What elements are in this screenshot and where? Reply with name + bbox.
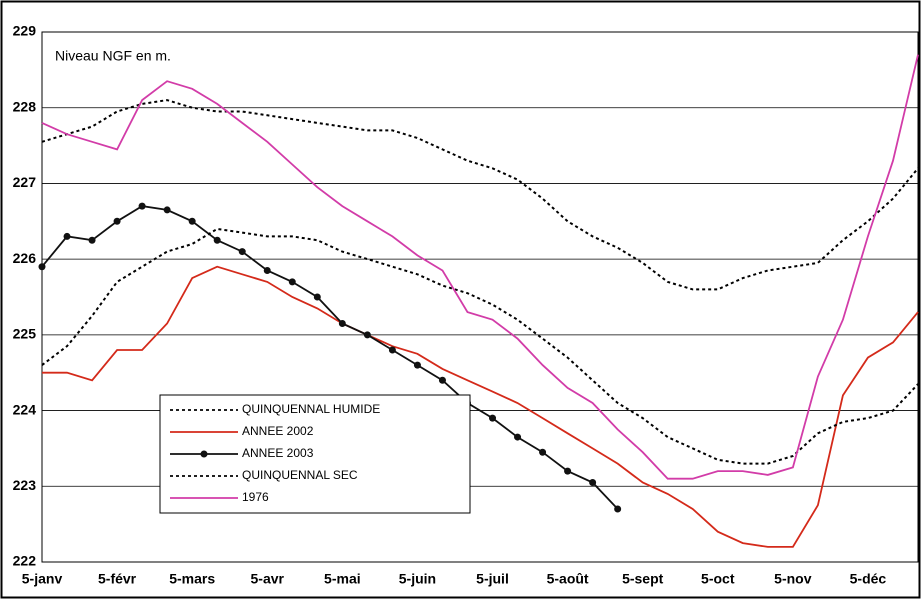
x-tick-label: 5-juil [476,571,509,587]
point-marker [564,467,572,475]
y-tick-label: 226 [13,250,37,266]
point-marker [163,206,171,214]
x-tick-label: 5-août [547,571,589,587]
series-line [41,99,919,291]
y-tick-label: 227 [13,174,37,190]
point-marker [113,217,121,225]
point-marker [63,232,71,240]
x-tick-label: 5-févr [98,571,137,587]
point-marker [338,320,346,327]
y-tick-label: 223 [13,477,37,493]
point-marker [539,448,547,456]
y-tick-label: 224 [13,401,37,417]
x-tick-label: 5-mars [169,571,215,587]
x-tick-label: 5-janv [22,571,63,587]
y-tick-label: 225 [13,326,37,342]
x-tick-label: 5-oct [701,571,735,587]
y-tick-label: 228 [13,98,37,114]
point-marker [263,267,271,274]
x-tick-label: 5-sept [622,571,664,587]
x-tick-label: 5-mai [324,571,361,587]
x-tick-label: 5-nov [774,571,812,587]
series-line [41,205,619,510]
legend-label: QUINQUENNAL HUMIDE [242,402,380,416]
point-marker [489,414,497,422]
point-marker [589,479,597,486]
point-marker [514,433,522,441]
point-marker [38,263,46,271]
point-marker [413,361,421,369]
point-marker [288,278,296,286]
x-tick-label: 5-juin [399,571,436,587]
legend-label: ANNEE 2002 [242,424,314,438]
point-marker [614,505,622,513]
point-marker [238,248,246,256]
point-marker [363,331,371,339]
x-tick-label: 5-déc [850,571,887,587]
point-marker [88,236,96,244]
series-line [42,265,919,548]
series-line [41,227,919,465]
annotation: Niveau NGF en m. [55,48,171,64]
point-marker [388,346,396,354]
series-line [41,54,919,480]
x-tick-label: 5-avr [251,571,285,587]
y-tick-label: 222 [13,553,37,569]
y-tick-label: 229 [13,23,37,39]
legend-marker [200,450,208,458]
point-marker [438,376,446,384]
legend-label: ANNEE 2003 [242,446,314,460]
point-marker [188,217,196,225]
point-marker [213,236,221,244]
point-marker [138,202,146,210]
legend-label: 1976 [242,490,269,504]
point-marker [313,293,321,301]
legend-label: QUINQUENNAL SEC [242,468,358,482]
